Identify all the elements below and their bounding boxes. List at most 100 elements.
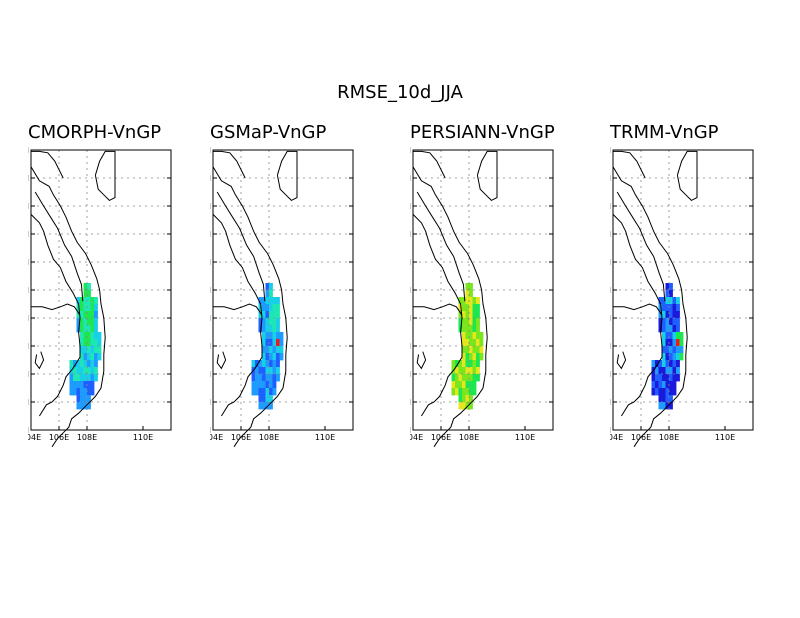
- grid-cell: [455, 367, 459, 375]
- grid-cell: [87, 311, 91, 319]
- grid-cell: [251, 388, 256, 396]
- grid-cell: [665, 283, 670, 291]
- grid-cell: [276, 304, 280, 312]
- grid-cell: [255, 374, 259, 382]
- lat-tick-label: 15N: [610, 286, 611, 295]
- country-border: [416, 351, 427, 370]
- grid-cell: [455, 388, 459, 396]
- grid-cell: [94, 353, 98, 361]
- grid-cell: [80, 353, 84, 361]
- grid-cell: [83, 381, 88, 389]
- country-border: [416, 191, 466, 302]
- grid-cell: [465, 283, 470, 291]
- grid-cell: [73, 374, 77, 382]
- grid-cell: [265, 374, 270, 382]
- lat-tick-label: 10N: [410, 426, 411, 435]
- map-panel-cmorph: CMORPH-VnGP 20N 19N 18N 17N 16N 15N 14N 13N 12N 1…: [28, 118, 218, 448]
- grid-cell: [76, 304, 81, 312]
- grid-cell: [479, 346, 484, 354]
- grid-cell: [90, 381, 95, 389]
- lat-tick-label: 13N: [28, 342, 29, 351]
- coastlines: [30, 150, 116, 448]
- grid-cell: [76, 381, 81, 389]
- grid-cell: [258, 374, 263, 382]
- grid-cell: [83, 388, 88, 396]
- grid-cell: [672, 339, 677, 347]
- grid-cell: [676, 360, 680, 368]
- grid-cell: [90, 374, 95, 382]
- grid-cell: [80, 388, 84, 396]
- grid-cell: [80, 402, 84, 410]
- grid-cell: [465, 381, 470, 389]
- grid-cell: [651, 381, 656, 389]
- grid-cell: [462, 318, 466, 326]
- grid-cell: [73, 360, 77, 368]
- grid-cell: [465, 311, 470, 319]
- grid-cell: [458, 304, 463, 312]
- grid-cell: [265, 311, 270, 319]
- grid-cell: [272, 353, 277, 361]
- grid-cell: [462, 381, 466, 389]
- grid-cell: [672, 304, 677, 312]
- grid-cell: [469, 395, 473, 403]
- grid-cell: [465, 346, 470, 354]
- grid-cell: [97, 346, 102, 354]
- country-border: [216, 351, 227, 370]
- coastline: [613, 150, 646, 179]
- grid-cell: [676, 367, 680, 375]
- lat-tick-label: 20N: [28, 146, 29, 155]
- country-border: [34, 191, 84, 302]
- grid-cell: [76, 388, 81, 396]
- lat-tick-label: 15N: [210, 286, 211, 295]
- grid-cell: [258, 304, 263, 312]
- grid-cell: [83, 339, 88, 347]
- grid-cell: [94, 374, 98, 382]
- grid-cell: [272, 374, 277, 382]
- grid-cell: [87, 283, 91, 291]
- grid-cell: [258, 388, 263, 396]
- grid-cell: [80, 374, 84, 382]
- grid-cell: [465, 353, 470, 361]
- grid-cell: [476, 346, 480, 354]
- grid-cell: [658, 318, 663, 326]
- grid-cell: [662, 360, 666, 368]
- grid-cell: [255, 367, 259, 375]
- lat-tick-label: 20N: [610, 146, 611, 155]
- grid-cell: [262, 381, 266, 389]
- lat-tick-label: 13N: [410, 342, 411, 351]
- grid-cell: [679, 353, 684, 361]
- lon-tick-label: 110E: [715, 433, 735, 442]
- grid-cell: [276, 360, 280, 368]
- lon-ticks: 104E 106E 108E 110E: [28, 426, 153, 442]
- grid-cell: [662, 402, 666, 410]
- grid-cell: [272, 318, 277, 326]
- grid-cell: [672, 332, 677, 340]
- grid-cell: [669, 311, 673, 319]
- island-hainan: [476, 150, 498, 202]
- lat-tick-label: 18N: [410, 202, 411, 211]
- coastlines: [612, 150, 698, 448]
- lat-tick-label: 16N: [410, 258, 411, 267]
- grid-cell: [669, 367, 673, 375]
- grid-cell: [83, 304, 88, 312]
- grid-cell: [90, 311, 95, 319]
- grid-cell: [262, 395, 266, 403]
- lat-tick-label: 11N: [410, 398, 411, 407]
- grid-cell: [265, 395, 270, 403]
- grid-cell: [662, 367, 666, 375]
- grid-cell: [265, 388, 270, 396]
- grid-cell: [472, 353, 477, 361]
- grid-cell: [87, 332, 91, 340]
- grid-cell: [83, 318, 88, 326]
- lon-tick-label: 104E: [410, 433, 423, 442]
- grid-cell: [469, 297, 473, 305]
- grid-cell: [76, 367, 81, 375]
- grid-cell: [672, 367, 677, 375]
- grid-cell: [76, 318, 81, 326]
- grid-cell: [658, 374, 663, 382]
- lon-tick-label: 104E: [28, 433, 41, 442]
- grid-cell: [251, 374, 256, 382]
- grid-cell: [83, 395, 88, 403]
- grid-cell: [94, 367, 98, 375]
- grid-cell: [276, 374, 280, 382]
